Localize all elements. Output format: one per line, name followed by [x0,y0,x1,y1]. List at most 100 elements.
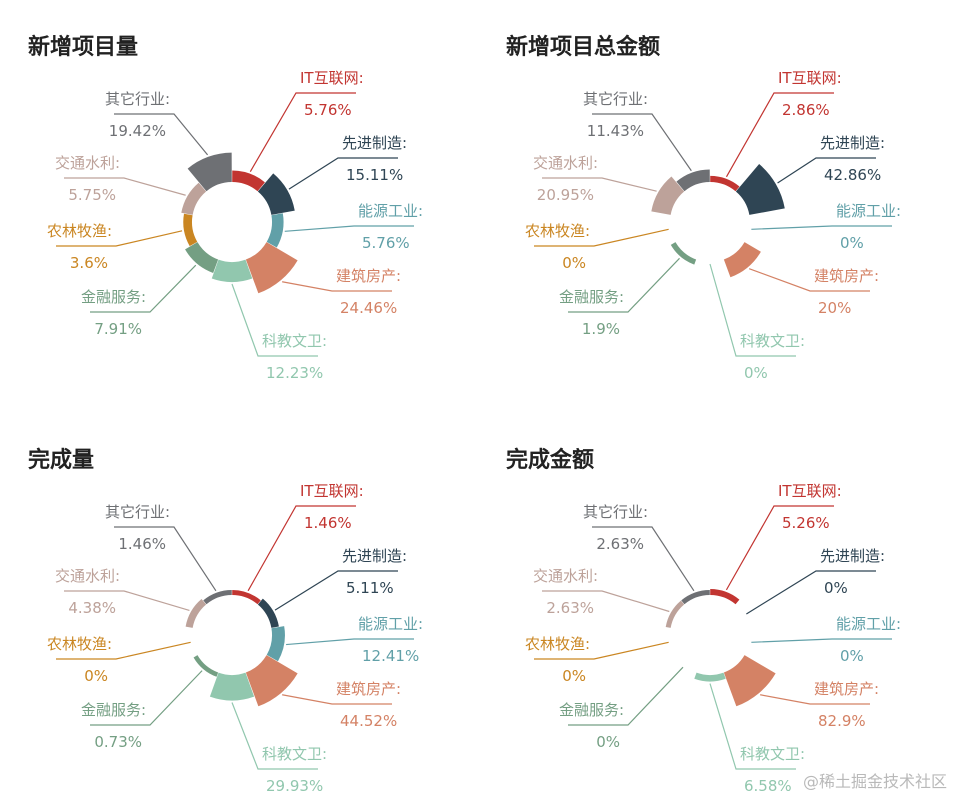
rose-sector-6[interactable] [193,655,219,677]
leader-line-2 [746,570,876,615]
value-label-5: 6.58% [744,777,792,795]
rose-sector-1[interactable] [710,588,740,605]
value-label-3: 0% [840,234,864,252]
leader-line-3 [284,225,414,232]
value-label-6: 1.9% [582,320,620,338]
category-label-6: 金融服务: [81,701,146,719]
rose-sector-5[interactable] [209,672,255,701]
chart-panel-1: 新增项目量 IT互联网: 5.76% 先进制造: 15.11% 能源工业: 5.76% 建筑房… [28,34,423,382]
leader-line-3 [751,225,892,230]
rose-sector-4[interactable] [245,242,298,294]
value-label-9: 19.42% [109,122,166,140]
category-label-4: 建筑房产: [814,267,879,285]
rose-sector-9[interactable] [187,152,232,192]
category-label-8: 交通水利: [55,567,120,585]
category-label-9: 其它行业: [105,90,170,108]
rose-sector-4[interactable] [723,655,776,707]
category-label-3: 能源工业: [358,615,423,633]
leader-line-1 [725,505,834,591]
rose-sector-3[interactable] [266,213,284,248]
leader-line-4 [282,694,392,705]
rose-sector-7[interactable] [183,213,198,247]
category-label-6: 金融服务: [81,288,146,306]
leader-line-5 [709,683,796,770]
rose-sector-1[interactable] [232,589,261,605]
rose-sector-2[interactable] [735,164,785,215]
chart-panel-2: 新增项目总金额 IT互联网: 2.86% 先进制造: 42.86% 能源工业: 0% 建筑房产… [506,34,901,382]
category-label-1: IT互联网: [778,482,842,500]
leader-line-7 [534,228,669,247]
rose-sector-4[interactable] [723,242,761,278]
rose-sector-9[interactable] [203,589,232,605]
rose-sector-6[interactable] [670,242,697,265]
category-label-7: 农林牧渔: [47,635,112,653]
category-label-2: 先进制造: [820,547,885,565]
value-label-3: 0% [840,647,864,665]
value-label-1: 1.46% [304,514,352,532]
chart-title: 新增项目总金额 [506,34,660,60]
leader-line-5 [709,263,796,357]
category-label-9: 其它行业: [583,503,648,521]
value-label-9: 2.63% [596,535,644,553]
leader-line-7 [56,230,183,247]
rose-sector-2[interactable] [257,173,295,215]
value-label-2: 0% [824,579,848,597]
category-label-2: 先进制造: [342,134,407,152]
rose-sector-1[interactable] [710,175,740,192]
value-label-9: 1.46% [118,535,166,553]
category-label-6: 金融服务: [559,288,624,306]
category-label-5: 科教文卫: [740,745,805,763]
leader-line-3 [751,638,892,643]
rose-sector-2[interactable] [257,598,279,628]
category-label-5: 科教文卫: [262,745,327,763]
leader-line-8 [542,177,657,192]
rose-sector-1[interactable] [232,170,265,192]
leader-line-6 [568,666,684,726]
category-label-3: 能源工业: [836,615,901,633]
value-label-5: 0% [744,364,768,382]
value-label-6: 0% [596,733,620,751]
rose-sector-9[interactable] [681,589,710,605]
rose-sector-8[interactable] [185,599,207,628]
leader-line-9 [592,113,692,172]
rose-sector-4[interactable] [245,655,298,707]
category-label-1: IT互联网: [300,69,364,87]
value-label-8: 20.95% [537,186,594,204]
leader-line-6 [568,257,680,313]
category-label-9: 其它行业: [583,90,648,108]
rose-sector-8[interactable] [665,600,685,628]
rose-sector-3[interactable] [266,626,285,662]
value-label-2: 15.11% [346,166,403,184]
leader-line-9 [592,526,695,592]
value-label-4: 20% [818,299,851,317]
leader-line-5 [231,702,318,770]
value-label-8: 2.63% [546,599,594,617]
value-label-4: 82.9% [818,712,866,730]
rose-sector-6[interactable] [185,242,219,273]
category-label-4: 建筑房产: [336,680,401,698]
rose-sector-8[interactable] [651,176,685,215]
leader-line-5 [231,283,318,357]
rose-sector-9[interactable] [676,169,710,192]
leader-line-6 [90,670,203,726]
value-label-7: 0% [562,254,586,272]
leader-line-9 [114,526,217,592]
value-label-2: 5.11% [346,579,394,597]
value-label-7: 3.6% [70,254,108,272]
leader-line-8 [64,177,186,196]
rose-sector-5[interactable] [211,259,253,283]
leader-line-4 [282,281,392,292]
category-label-5: 科教文卫: [262,332,327,350]
rose-sector-8[interactable] [181,182,207,215]
leader-line-7 [534,641,669,660]
category-label-2: 先进制造: [342,547,407,565]
category-label-4: 建筑房产: [336,267,401,285]
category-label-1: IT互联网: [778,69,842,87]
rose-sector-5[interactable] [694,672,726,682]
value-label-3: 5.76% [362,234,410,252]
category-label-1: IT互联网: [300,482,364,500]
chart-title: 完成金额 [506,447,594,473]
value-label-8: 5.75% [68,186,116,204]
value-label-6: 7.91% [94,320,142,338]
